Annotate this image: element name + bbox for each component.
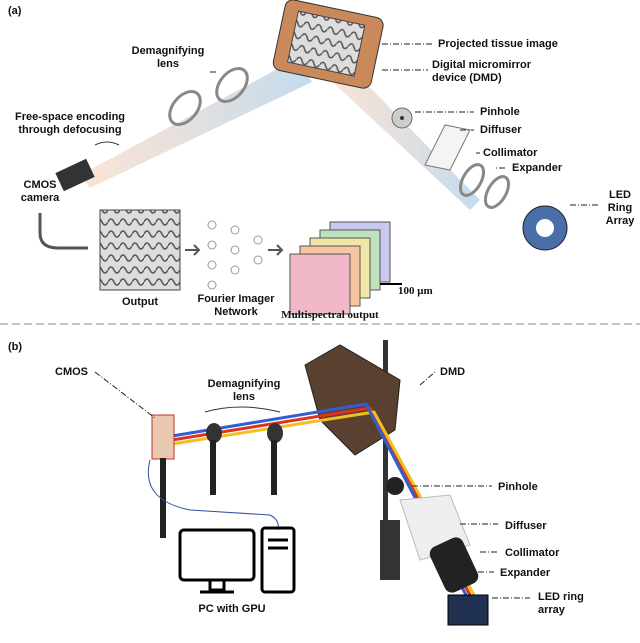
label: Expander bbox=[512, 162, 563, 174]
leader bbox=[94, 371, 530, 599]
post bbox=[160, 458, 166, 538]
arrow bbox=[185, 244, 284, 256]
mount bbox=[380, 520, 400, 580]
label: Diffuser bbox=[505, 520, 547, 532]
label: Demagnifying lens bbox=[132, 45, 205, 70]
label: Collimator bbox=[483, 147, 538, 159]
lens bbox=[458, 163, 486, 197]
label: Projected tissue image bbox=[438, 38, 558, 50]
panel-b: (b) CMOS Demagnifying lens DMD Pinho bbox=[8, 340, 584, 626]
label: Collimator bbox=[505, 547, 560, 559]
leader bbox=[415, 111, 600, 206]
panel-a: (a) Projected tissue image Digital micro… bbox=[8, 0, 635, 321]
lens-tube bbox=[429, 537, 479, 593]
lens bbox=[206, 423, 222, 443]
label: DMD bbox=[440, 366, 465, 378]
spectral-stack bbox=[289, 221, 391, 315]
leader bbox=[210, 43, 432, 73]
label: CMOS camera bbox=[21, 179, 60, 204]
label: Demagnifying lens bbox=[208, 378, 281, 403]
lens bbox=[215, 67, 249, 103]
cable bbox=[147, 459, 279, 531]
label: LED ring array bbox=[538, 591, 584, 616]
beam bbox=[325, 62, 480, 210]
label: Output bbox=[122, 296, 158, 308]
label: Free-space encoding through defocusing bbox=[15, 111, 125, 136]
label: Pinhole bbox=[498, 481, 538, 493]
label: Expander bbox=[500, 567, 551, 579]
cmos-mount bbox=[151, 414, 175, 460]
label: CMOS bbox=[55, 366, 88, 378]
led-ring bbox=[447, 594, 489, 626]
beam bbox=[80, 58, 312, 188]
diffuser bbox=[424, 124, 471, 171]
label: Pinhole bbox=[480, 106, 520, 118]
label: Fourier Imager Network bbox=[197, 293, 275, 318]
cmos-chip bbox=[55, 158, 95, 192]
lens bbox=[483, 175, 511, 209]
post bbox=[383, 340, 388, 580]
panel-label: (b) bbox=[8, 341, 22, 353]
panel-label: (a) bbox=[8, 5, 22, 17]
pc bbox=[178, 526, 296, 594]
lens bbox=[267, 423, 283, 443]
network bbox=[207, 220, 263, 290]
brace bbox=[94, 141, 120, 146]
label: PC with GPU bbox=[198, 603, 265, 615]
dmd bbox=[272, 0, 384, 89]
lens bbox=[168, 90, 202, 126]
output-image bbox=[99, 209, 181, 291]
label: LED Ring Array bbox=[606, 189, 636, 227]
brace bbox=[204, 406, 281, 413]
arrow bbox=[38, 213, 88, 250]
pinhole bbox=[386, 477, 404, 495]
label: Digital micromirror device (DMD) bbox=[432, 59, 532, 84]
label: Diffuser bbox=[480, 124, 522, 136]
label: Multispectral output bbox=[281, 309, 379, 321]
label: 100 μm bbox=[398, 285, 433, 297]
